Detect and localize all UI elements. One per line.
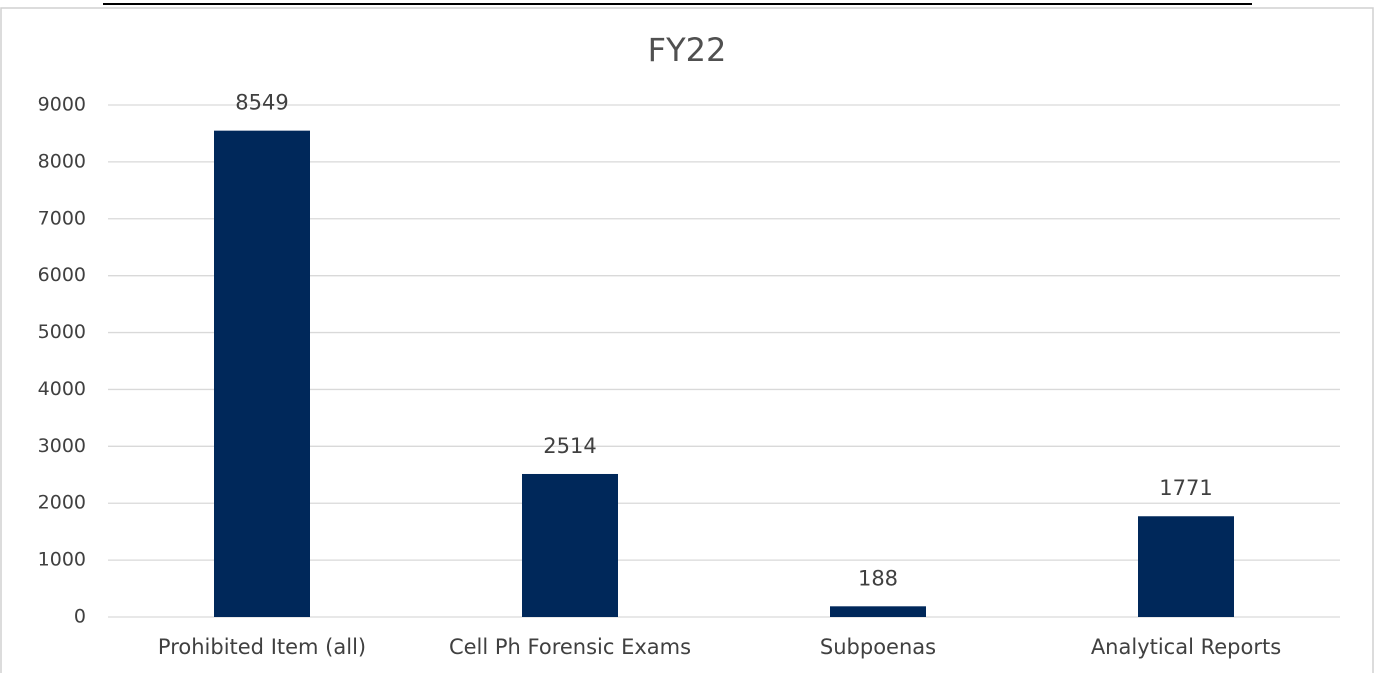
data-label: 8549	[235, 91, 288, 115]
data-label: 188	[858, 566, 898, 590]
chart-border	[0, 7, 1374, 673]
y-tick-label: 2000	[38, 492, 86, 514]
bar	[830, 606, 926, 617]
y-tick-label: 1000	[38, 549, 86, 571]
bar	[522, 473, 618, 617]
y-tick-label: 3000	[38, 435, 86, 457]
y-tick-label: 4000	[38, 378, 86, 400]
y-tick-label: 5000	[38, 321, 86, 343]
data-label: 1771	[1159, 476, 1212, 500]
chart-title: FY22	[648, 31, 727, 69]
y-tick-label: 7000	[38, 207, 86, 229]
y-tick-label: 0	[74, 606, 86, 628]
y-tick-label: 8000	[38, 150, 86, 172]
data-label: 2514	[543, 434, 596, 458]
x-tick-label: Subpoenas	[820, 635, 936, 659]
y-tick-label: 9000	[38, 94, 86, 116]
x-tick-label: Cell Ph Forensic Exams	[449, 635, 691, 659]
x-tick-label: Prohibited Item (all)	[158, 635, 366, 659]
bar	[1138, 516, 1234, 617]
y-tick-label: 6000	[38, 264, 86, 286]
bar	[214, 130, 310, 617]
x-tick-label: Analytical Reports	[1091, 635, 1281, 659]
